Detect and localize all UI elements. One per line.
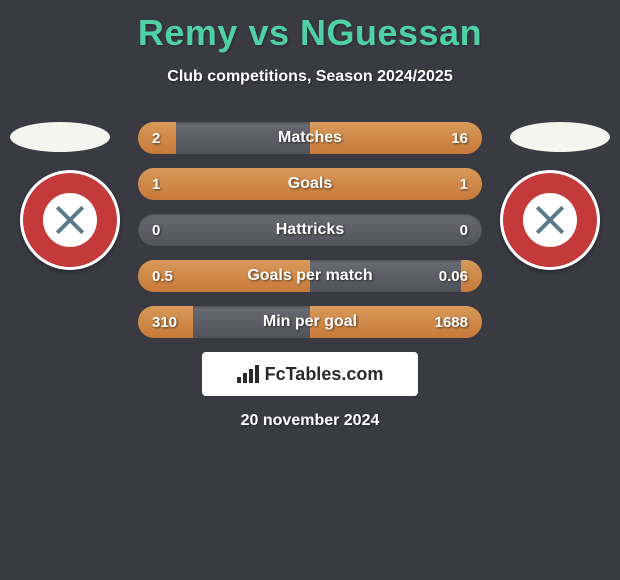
stat-value-left: 1 — [152, 176, 160, 193]
crest-inner-circle — [523, 193, 577, 247]
comparison-title: Remy vs NGuessan — [0, 0, 620, 54]
stat-value-right: 16 — [451, 130, 468, 147]
club-crest-left — [20, 170, 120, 270]
stat-fill-left — [138, 168, 310, 200]
stat-row-goals: 1 Goals 1 — [138, 168, 482, 200]
stat-value-right: 1 — [460, 176, 468, 193]
stat-row-matches: 2 Matches 16 — [138, 122, 482, 154]
comparison-subtitle: Club competitions, Season 2024/2025 — [0, 68, 620, 86]
date-text: 20 november 2024 — [0, 412, 620, 430]
crest-outer-ring — [20, 170, 120, 270]
stats-container: 2 Matches 16 1 Goals 1 0 Hattricks 0 0.5… — [138, 122, 482, 352]
branding-badge: FcTables.com — [202, 352, 418, 396]
crossed-swords-icon — [530, 200, 570, 240]
stat-label: Matches — [278, 129, 342, 147]
stat-fill-right — [310, 168, 482, 200]
stat-value-left: 2 — [152, 130, 160, 147]
crest-outer-ring — [500, 170, 600, 270]
stat-label: Hattricks — [276, 221, 344, 239]
bar-chart-icon — [237, 365, 259, 383]
stat-value-right: 0 — [460, 222, 468, 239]
stat-label: Goals — [288, 175, 332, 193]
branding-text: FcTables.com — [265, 364, 384, 385]
stat-label: Goals per match — [247, 267, 372, 285]
stat-row-hattricks: 0 Hattricks 0 — [138, 214, 482, 246]
club-crest-right — [500, 170, 600, 270]
player-badge-left — [10, 122, 110, 152]
stat-value-left: 0.5 — [152, 268, 173, 285]
stat-value-right: 0.06 — [439, 268, 468, 285]
stat-label: Min per goal — [263, 313, 357, 331]
stat-row-goals-per-match: 0.5 Goals per match 0.06 — [138, 260, 482, 292]
player-badge-right — [510, 122, 610, 152]
stat-value-right: 1688 — [435, 314, 468, 331]
stat-value-left: 310 — [152, 314, 177, 331]
crest-inner-circle — [43, 193, 97, 247]
stat-row-min-per-goal: 310 Min per goal 1688 — [138, 306, 482, 338]
stat-value-left: 0 — [152, 222, 160, 239]
crossed-swords-icon — [50, 200, 90, 240]
